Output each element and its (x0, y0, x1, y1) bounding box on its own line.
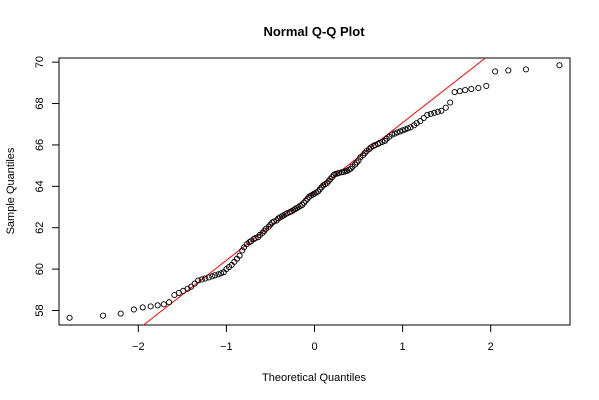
data-point (117, 310, 124, 317)
data-point (209, 273, 216, 280)
data-point (438, 107, 445, 114)
chart-title: Normal Q-Q Plot (263, 24, 365, 39)
y-axis: 58 60 62 64 66 68 70 (34, 56, 60, 317)
data-point (451, 89, 458, 96)
x-tick-label: −1 (220, 341, 233, 353)
y-tick-label: 68 (34, 97, 46, 109)
data-points (66, 62, 563, 321)
data-point (100, 312, 107, 319)
y-tick-label: 64 (34, 180, 46, 192)
data-point (239, 247, 246, 254)
data-point (198, 276, 205, 283)
data-point (434, 108, 441, 115)
data-point (270, 218, 278, 225)
data-point (505, 67, 512, 74)
data-point (442, 104, 449, 111)
x-axis: −2 −1 0 1 2 (132, 324, 494, 353)
data-point (195, 277, 202, 284)
data-point (522, 66, 529, 73)
data-point (366, 146, 373, 153)
data-point (388, 131, 396, 138)
y-tick-label: 62 (34, 222, 46, 234)
data-point (468, 85, 475, 93)
data-point (205, 274, 212, 281)
data-point (427, 110, 434, 117)
data-point (420, 114, 427, 122)
data-point (424, 111, 431, 118)
data-point (236, 252, 243, 259)
data-point (355, 157, 362, 164)
data-point (456, 88, 463, 95)
x-tick-label: 0 (311, 341, 317, 353)
reference-line (143, 57, 486, 326)
data-point (336, 169, 343, 176)
data-point (431, 109, 438, 116)
data-point (215, 271, 222, 278)
x-tick-label: −2 (132, 341, 145, 353)
data-point (492, 68, 499, 75)
data-point (191, 280, 198, 287)
x-tick-label: 1 (400, 341, 406, 353)
data-point (404, 125, 411, 132)
data-point (483, 82, 490, 89)
data-point (66, 314, 73, 321)
y-tick-label: 60 (34, 263, 46, 275)
data-point (396, 128, 404, 135)
data-point (556, 62, 563, 69)
data-point (402, 126, 409, 133)
y-tick-label: 66 (34, 139, 46, 151)
data-point (202, 275, 209, 282)
data-point (160, 301, 167, 308)
y-axis-label: Sample Quantiles (5, 147, 17, 234)
data-point (188, 283, 195, 290)
data-point (130, 306, 137, 313)
data-point (211, 272, 218, 279)
data-point (399, 127, 406, 134)
data-point (391, 130, 398, 137)
data-point (139, 304, 146, 311)
data-point (166, 299, 173, 306)
x-axis-label: Theoretical Quantiles (262, 372, 366, 384)
data-point (447, 99, 454, 106)
data-point (154, 302, 161, 309)
data-point (252, 235, 259, 242)
data-point (417, 118, 424, 125)
y-tick-label: 58 (34, 304, 46, 316)
data-point (376, 139, 383, 146)
data-point (147, 303, 154, 310)
x-tick-label: 2 (488, 341, 494, 353)
data-point (379, 138, 386, 145)
data-point (462, 87, 469, 94)
y-tick-label: 70 (34, 56, 46, 68)
data-point (475, 84, 482, 92)
data-point (218, 270, 225, 277)
data-point (394, 129, 401, 136)
